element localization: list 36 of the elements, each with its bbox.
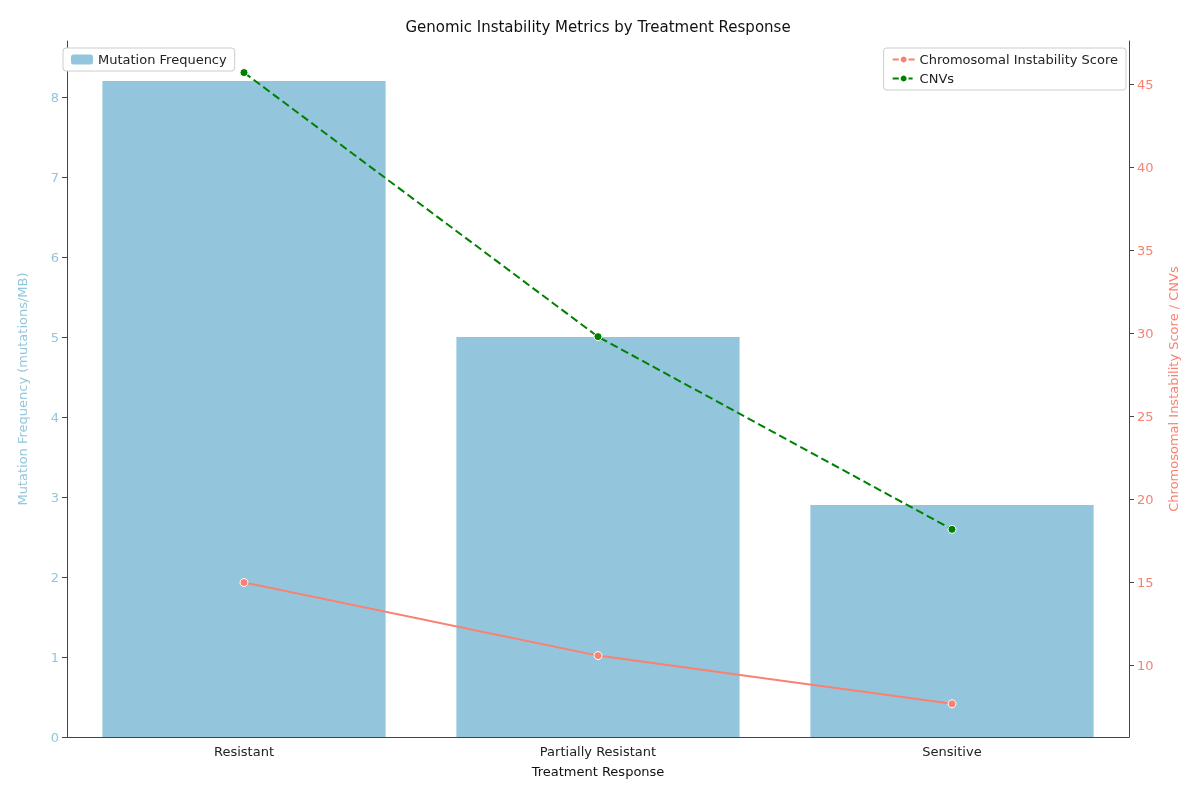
y2-tick-label: 45 [1137, 76, 1154, 92]
bar [810, 505, 1094, 737]
legend-label: Mutation Frequency [98, 52, 228, 67]
y-tick-label: 7 [50, 169, 59, 185]
bar [456, 337, 740, 737]
x-tick-label: Resistant [213, 744, 275, 759]
y-tick-label: 4 [50, 409, 59, 425]
y-tick-label: 5 [50, 329, 59, 345]
y2-tick-label: 10 [1137, 658, 1154, 674]
legend-label: Chromosomal Instability Score [919, 52, 1119, 67]
x-tick-label: Partially Resistant [539, 744, 657, 759]
y-tick-label: 6 [50, 249, 59, 265]
y-tick-label: 0 [50, 729, 59, 745]
y-tick-label: 1 [50, 649, 59, 665]
bar [102, 81, 386, 737]
y2-axis-title: Chromosomal Instability Score / CNVs [1166, 266, 1181, 512]
y2-tick-label: 25 [1137, 408, 1154, 424]
y2-tick-label: 15 [1137, 575, 1154, 591]
y2-tick-label: 30 [1137, 325, 1154, 341]
point [947, 699, 957, 709]
y2-tick-label: 20 [1137, 491, 1154, 507]
y-tick-label: 2 [50, 569, 59, 585]
point [593, 332, 603, 342]
y-tick-label: 3 [50, 489, 59, 505]
y-axis-title: Mutation Frequency (mutations/MB) [15, 272, 30, 506]
legend-label: CNVs [919, 71, 955, 86]
x-axis-title: Treatment Response [530, 764, 665, 779]
point [239, 68, 249, 78]
point [947, 524, 957, 534]
y2-tick-label: 40 [1137, 159, 1154, 175]
x-tick-label: Sensitive [922, 744, 982, 759]
chart-title: Genomic Instability Metrics by Treatment Response [405, 17, 791, 36]
y-tick-label: 8 [50, 89, 59, 105]
point [239, 578, 249, 588]
point [593, 651, 603, 661]
y2-tick-label: 35 [1137, 242, 1154, 258]
